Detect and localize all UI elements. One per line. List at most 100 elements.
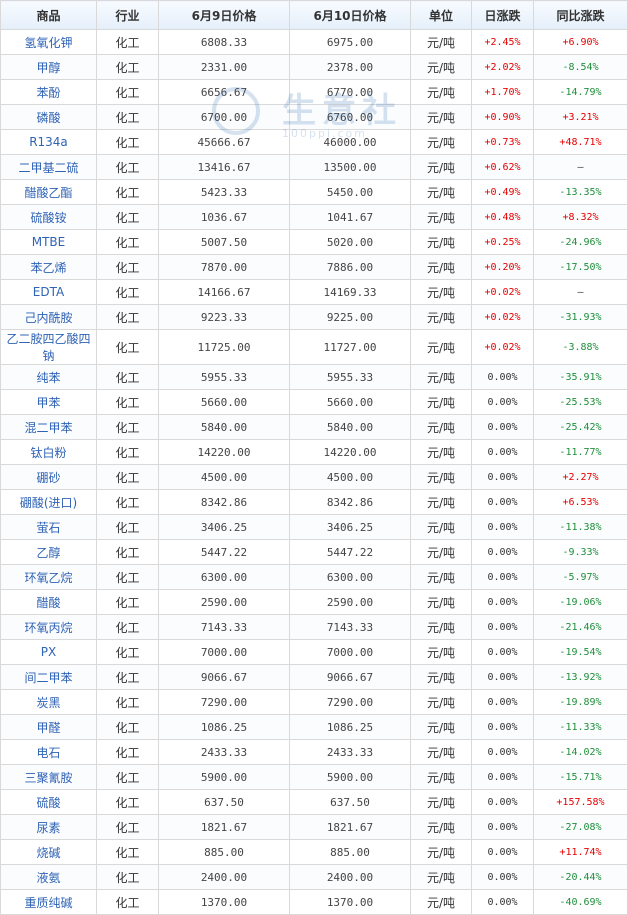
cell-industry: 化工	[97, 490, 159, 515]
cell-price-jun10: 5020.00	[290, 230, 411, 255]
cell-commodity[interactable]: 醋酸乙酯	[1, 180, 97, 205]
cell-commodity[interactable]: 乙二胺四乙酸四钠	[1, 330, 97, 365]
cell-commodity[interactable]: 环氧丙烷	[1, 615, 97, 640]
cell-commodity[interactable]: 硫酸铵	[1, 205, 97, 230]
cell-price-jun9: 4500.00	[159, 465, 290, 490]
cell-industry: 化工	[97, 390, 159, 415]
cell-commodity[interactable]: 己内酰胺	[1, 305, 97, 330]
cell-daily-change: 0.00%	[472, 790, 534, 815]
cell-price-jun9: 8342.86	[159, 490, 290, 515]
cell-commodity[interactable]: 钛白粉	[1, 440, 97, 465]
cell-yoy-change: -11.38%	[534, 515, 627, 540]
header-industry[interactable]: 行业	[97, 1, 159, 30]
cell-commodity[interactable]: 氢氧化钾	[1, 30, 97, 55]
cell-commodity[interactable]: 苯乙烯	[1, 255, 97, 280]
cell-daily-change: 0.00%	[472, 390, 534, 415]
cell-commodity[interactable]: 硼酸(进口)	[1, 490, 97, 515]
cell-commodity[interactable]: 醋酸	[1, 590, 97, 615]
header-commodity[interactable]: 商品	[1, 1, 97, 30]
cell-commodity[interactable]: 间二甲苯	[1, 665, 97, 690]
cell-industry: 化工	[97, 30, 159, 55]
cell-daily-change: 0.00%	[472, 815, 534, 840]
cell-commodity[interactable]: 烧碱	[1, 840, 97, 865]
cell-yoy-change: -11.33%	[534, 715, 627, 740]
cell-yoy-change: —	[534, 280, 627, 305]
header-unit: 单位	[411, 1, 472, 30]
cell-daily-change: 0.00%	[472, 565, 534, 590]
cell-daily-change: +2.45%	[472, 30, 534, 55]
cell-unit: 元/吨	[411, 540, 472, 565]
cell-price-jun9: 1086.25	[159, 715, 290, 740]
cell-commodity[interactable]: EDTA	[1, 280, 97, 305]
cell-industry: 化工	[97, 305, 159, 330]
cell-unit: 元/吨	[411, 515, 472, 540]
cell-commodity[interactable]: 炭黑	[1, 690, 97, 715]
cell-price-jun9: 14220.00	[159, 440, 290, 465]
cell-commodity[interactable]: 尿素	[1, 815, 97, 840]
cell-price-jun9: 13416.67	[159, 155, 290, 180]
cell-industry: 化工	[97, 205, 159, 230]
cell-daily-change: +0.20%	[472, 255, 534, 280]
cell-unit: 元/吨	[411, 280, 472, 305]
cell-yoy-change: -19.06%	[534, 590, 627, 615]
cell-price-jun9: 6700.00	[159, 105, 290, 130]
cell-commodity[interactable]: 三聚氰胺	[1, 765, 97, 790]
cell-commodity[interactable]: 乙醇	[1, 540, 97, 565]
cell-unit: 元/吨	[411, 465, 472, 490]
cell-unit: 元/吨	[411, 615, 472, 640]
cell-unit: 元/吨	[411, 30, 472, 55]
cell-industry: 化工	[97, 890, 159, 915]
cell-unit: 元/吨	[411, 365, 472, 390]
header-price-jun9[interactable]: 6月9日价格	[159, 1, 290, 30]
cell-commodity[interactable]: PX	[1, 640, 97, 665]
cell-commodity[interactable]: 硼砂	[1, 465, 97, 490]
cell-commodity[interactable]: 环氧乙烷	[1, 565, 97, 590]
header-price-jun10[interactable]: 6月10日价格	[290, 1, 411, 30]
cell-industry: 化工	[97, 865, 159, 890]
cell-commodity[interactable]: 萤石	[1, 515, 97, 540]
cell-price-jun10: 7886.00	[290, 255, 411, 280]
cell-yoy-change: -17.50%	[534, 255, 627, 280]
cell-unit: 元/吨	[411, 565, 472, 590]
cell-daily-change: 0.00%	[472, 465, 534, 490]
cell-daily-change: 0.00%	[472, 440, 534, 465]
header-yoy-change[interactable]: 同比涨跌	[534, 1, 627, 30]
cell-yoy-change: -3.88%	[534, 330, 627, 365]
cell-industry: 化工	[97, 155, 159, 180]
cell-commodity[interactable]: 甲苯	[1, 390, 97, 415]
cell-commodity[interactable]: 重质纯碱	[1, 890, 97, 915]
cell-unit: 元/吨	[411, 690, 472, 715]
cell-commodity[interactable]: R134a	[1, 130, 97, 155]
cell-price-jun10: 11727.00	[290, 330, 411, 365]
cell-industry: 化工	[97, 690, 159, 715]
cell-price-jun10: 46000.00	[290, 130, 411, 155]
cell-price-jun9: 14166.67	[159, 280, 290, 305]
cell-price-jun10: 5447.22	[290, 540, 411, 565]
cell-commodity[interactable]: 甲醇	[1, 55, 97, 80]
cell-commodity[interactable]: 甲醛	[1, 715, 97, 740]
header-daily-change[interactable]: 日涨跌	[472, 1, 534, 30]
cell-commodity[interactable]: 磷酸	[1, 105, 97, 130]
cell-commodity[interactable]: 纯苯	[1, 365, 97, 390]
cell-commodity[interactable]: 电石	[1, 740, 97, 765]
cell-price-jun10: 6975.00	[290, 30, 411, 55]
cell-price-jun9: 7290.00	[159, 690, 290, 715]
cell-commodity[interactable]: MTBE	[1, 230, 97, 255]
cell-industry: 化工	[97, 740, 159, 765]
cell-unit: 元/吨	[411, 490, 472, 515]
cell-yoy-change: +3.21%	[534, 105, 627, 130]
cell-price-jun9: 3406.25	[159, 515, 290, 540]
cell-commodity[interactable]: 苯酚	[1, 80, 97, 105]
cell-commodity[interactable]: 硫酸	[1, 790, 97, 815]
cell-unit: 元/吨	[411, 865, 472, 890]
cell-commodity[interactable]: 混二甲苯	[1, 415, 97, 440]
cell-price-jun9: 7143.33	[159, 615, 290, 640]
cell-commodity[interactable]: 液氨	[1, 865, 97, 890]
cell-commodity[interactable]: 二甲基二硫	[1, 155, 97, 180]
